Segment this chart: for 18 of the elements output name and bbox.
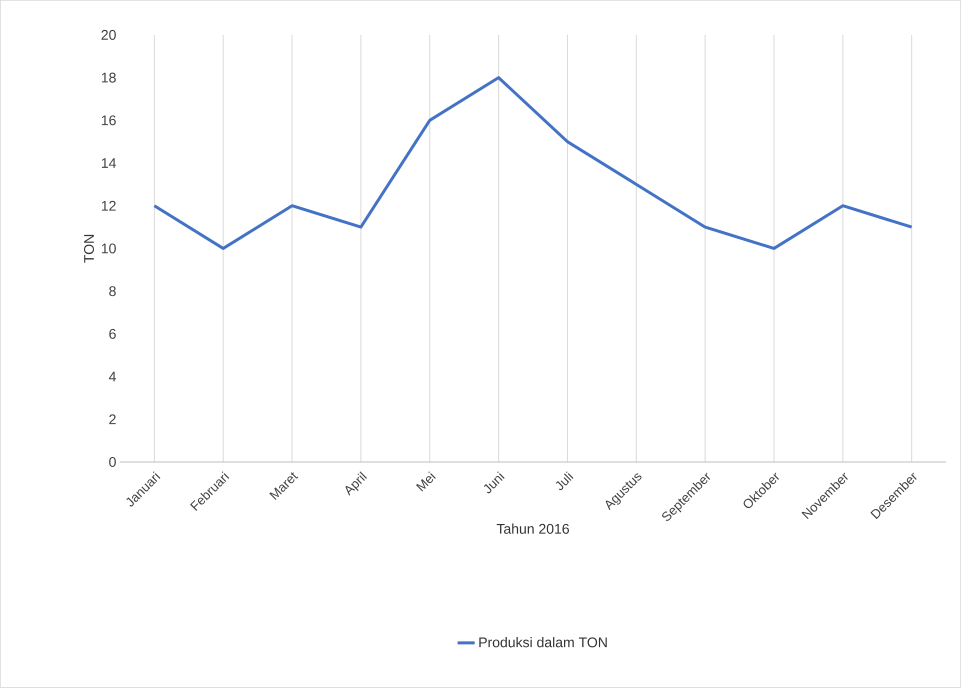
x-tick-label: Juni: [484, 471, 505, 494]
y-tick-label: 6: [109, 328, 116, 339]
y-tick-label: 14: [102, 158, 116, 168]
y-tick-label: 12: [102, 200, 116, 211]
x-tick-label: Mei: [416, 471, 436, 492]
legend-label: Produksi dalam TON: [479, 637, 607, 648]
y-tick-label: 16: [102, 115, 116, 126]
y-tick-label: 4: [108, 372, 116, 382]
y-tick-label: 8: [109, 286, 116, 296]
line-series: [152, 76, 914, 250]
y-tick-label: 18: [102, 72, 116, 83]
y-tick-label: 2: [109, 414, 116, 424]
x-tick-label: Juli: [556, 471, 574, 490]
y-tick-label: 0: [109, 457, 116, 467]
y-axis-title: TON: [84, 234, 94, 263]
y-tick-label: 20: [102, 30, 116, 40]
x-axis-title: Tahun 2016: [496, 524, 569, 534]
y-tick-label: 10: [102, 244, 116, 254]
